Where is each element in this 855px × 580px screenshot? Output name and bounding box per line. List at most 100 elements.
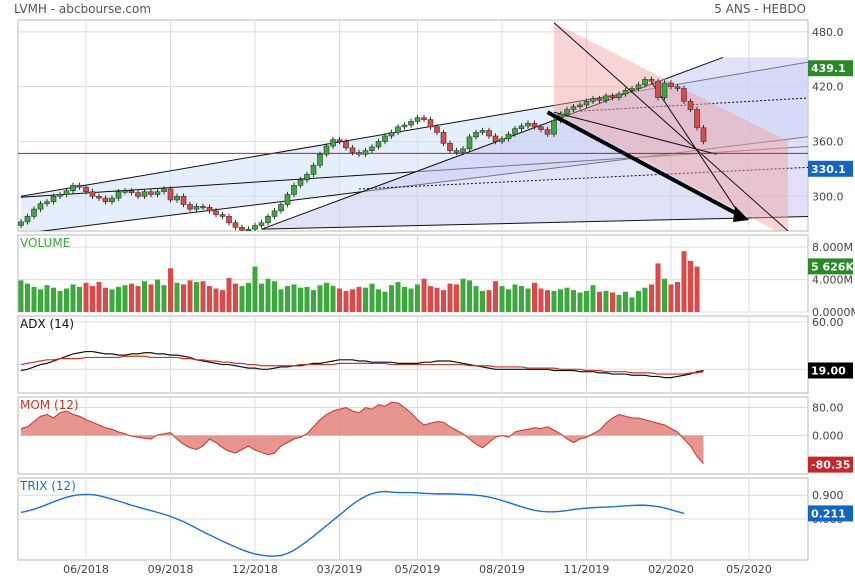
volume-bar [142, 281, 147, 312]
candle [382, 135, 388, 142]
candle [375, 141, 382, 148]
volume-bar [681, 251, 687, 312]
candle [44, 201, 50, 204]
volume-bar [109, 289, 115, 312]
candle [642, 79, 648, 86]
volume-bar [285, 286, 290, 312]
volume-y-tick: 0.0000M [812, 306, 855, 319]
x-axis-tick-label: 02/2020 [648, 563, 694, 576]
volume-bar [311, 290, 316, 312]
x-axis-tick-label: 06/2018 [63, 563, 109, 576]
candle [258, 222, 265, 226]
trix-value-label: 0.211 [811, 507, 846, 520]
candle [63, 190, 70, 195]
ref-value-label: 330.1 [811, 163, 846, 176]
volume-bar [545, 290, 550, 312]
panel-frame-adx [17, 315, 809, 394]
candle [681, 88, 687, 102]
period-label[interactable]: 5 ANS - HEBDO [714, 2, 806, 16]
volume-bar [629, 297, 635, 312]
volume-bar [675, 282, 680, 312]
candle [343, 141, 349, 149]
pitchfork-upper [261, 56, 724, 230]
volume-bar [298, 287, 303, 312]
volume-y-tick: 4.000M [812, 274, 853, 287]
candle [447, 143, 453, 151]
volume-bar [642, 287, 648, 312]
volume-bar [246, 282, 251, 312]
volume-bar [64, 288, 69, 312]
candle [661, 82, 668, 98]
candle [226, 216, 232, 224]
candle [297, 179, 304, 186]
volume-bar [278, 289, 284, 312]
mom-area [21, 402, 704, 464]
candle [492, 135, 499, 142]
volume-bar [31, 286, 37, 312]
candle [96, 195, 102, 199]
candle [50, 195, 57, 203]
volume-bar [25, 283, 30, 312]
candle [401, 124, 408, 128]
candle [356, 152, 362, 155]
x-axis-tick-label: 09/2018 [148, 563, 194, 576]
adx-line [20, 350, 704, 379]
candle [278, 204, 284, 212]
adx-value-label: 19.00 [811, 364, 846, 377]
chart-title: LVMH - abcbourse.com [14, 2, 152, 16]
candle [414, 117, 421, 122]
volume-bar [181, 284, 186, 312]
candle [525, 122, 531, 127]
candle [538, 126, 544, 130]
volume-bar [239, 286, 245, 312]
volume-bar [590, 285, 596, 312]
volume-bar [597, 291, 602, 312]
candle [323, 145, 330, 155]
volume-bar [272, 281, 277, 312]
volume-bar [584, 290, 589, 312]
volume-bar [415, 284, 420, 312]
adx-y-tick: 60.00 [812, 316, 844, 329]
candle [421, 117, 427, 120]
candle [674, 86, 681, 89]
candle [141, 191, 148, 197]
candle [252, 225, 258, 230]
price-y-tick: 360.0 [812, 135, 844, 148]
volume-bar [77, 286, 82, 312]
candle [622, 90, 629, 95]
volume-bar [291, 284, 297, 312]
candle [239, 227, 245, 231]
candle [434, 126, 440, 133]
volume-bar [688, 260, 693, 312]
candle [167, 188, 174, 201]
volume-bar [200, 281, 206, 312]
candle [609, 95, 616, 98]
x-axis-tick-label: 03/2019 [317, 563, 363, 576]
candle [551, 120, 557, 135]
volume-bar [454, 284, 459, 312]
volume-bar [324, 282, 329, 312]
candle [648, 79, 655, 82]
price-value-label: 439.1 [811, 62, 846, 75]
volume-bar [610, 292, 615, 312]
candle [668, 82, 674, 87]
candle [590, 98, 596, 102]
candle [18, 221, 24, 226]
candle [154, 191, 161, 195]
volume-bar [655, 263, 661, 312]
volume-bar [571, 290, 576, 312]
volume-bar [38, 289, 43, 312]
price-value-tag [808, 60, 853, 77]
volume-bar [350, 289, 355, 312]
x-axis-tick-label: 11/2019 [564, 563, 610, 576]
volume-bar [96, 282, 102, 312]
volume-bar [363, 287, 368, 312]
price-y-tick: 300.0 [812, 190, 844, 203]
candle [544, 129, 551, 135]
volume-bar [148, 284, 154, 312]
volume-bar [389, 285, 394, 312]
volume-bar [207, 286, 212, 312]
candle [453, 150, 460, 153]
candle [362, 150, 369, 155]
volume-bar [51, 287, 56, 312]
